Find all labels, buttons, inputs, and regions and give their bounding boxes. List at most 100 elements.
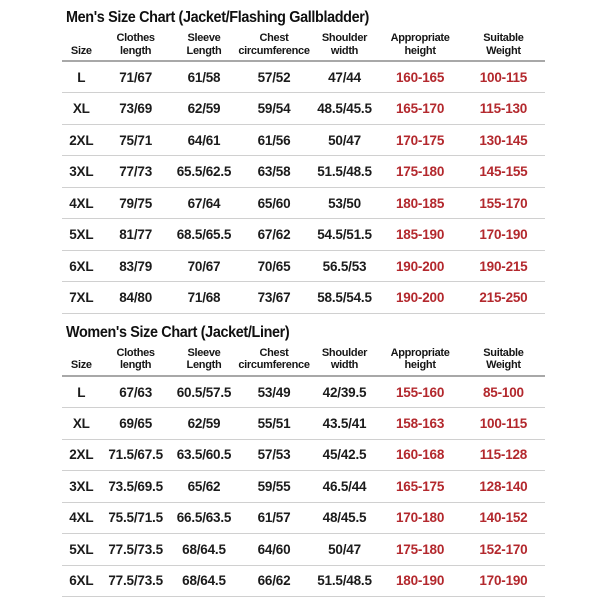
table-row: 3XL 73.5/69.5 65/62 59/55 46.5/44 165-175 128-… bbox=[62, 471, 545, 503]
table-row: XL 69/65 62/59 55/51 43.5/41 158-163 100-115 bbox=[62, 408, 545, 440]
value-cell: 63.5/60.5 bbox=[176, 447, 232, 463]
value-cell: 115-128 bbox=[479, 447, 528, 463]
value-cell: 165-175 bbox=[396, 478, 445, 494]
mens-chart-title: Men's Size Chart (Jacket/Flashing Gallbl… bbox=[66, 9, 369, 26]
size-label: 5XL bbox=[69, 541, 94, 557]
value-cell: 140-152 bbox=[479, 510, 528, 526]
value-cell: 190-200 bbox=[396, 258, 445, 274]
column-header: Clothes length bbox=[116, 32, 156, 57]
womens-chart-title: Women's Size Chart (Jacket/Liner) bbox=[66, 323, 290, 341]
value-cell: 68/64.5 bbox=[182, 541, 226, 557]
value-cell: 67/62 bbox=[257, 227, 291, 243]
value-cell: 70/65 bbox=[257, 258, 291, 274]
value-cell: 175-180 bbox=[396, 164, 445, 180]
column-header: Shoulder width bbox=[321, 32, 368, 57]
table-row: 7XL 84/80 71/68 73/67 58.5/54.5 190-200 215-25… bbox=[62, 282, 545, 314]
header-row: Size Clothes length Sleeve Length Chest cir… bbox=[62, 346, 545, 377]
value-cell: 85-100 bbox=[483, 384, 524, 400]
value-cell: 64/60 bbox=[257, 541, 291, 557]
value-cell: 66.5/63.5 bbox=[176, 510, 232, 526]
value-cell: 57/53 bbox=[257, 447, 291, 463]
value-cell: 71.5/67.5 bbox=[108, 447, 163, 463]
value-cell: 47/44 bbox=[328, 69, 361, 85]
value-cell: 84/80 bbox=[119, 290, 153, 306]
value-cell: 48.5/45.5 bbox=[317, 101, 372, 117]
value-cell: 70/67 bbox=[187, 258, 221, 274]
value-cell: 145-155 bbox=[479, 164, 528, 180]
value-cell: 57/52 bbox=[257, 69, 291, 85]
value-cell: 170-175 bbox=[396, 132, 445, 148]
size-label: 6XL bbox=[69, 258, 94, 274]
value-cell: 75.5/71.5 bbox=[108, 510, 163, 526]
value-cell: 61/58 bbox=[187, 69, 221, 85]
value-cell: 48/45.5 bbox=[322, 510, 367, 526]
value-cell: 180-190 bbox=[396, 573, 445, 589]
value-cell: 65/62 bbox=[187, 478, 221, 494]
value-cell: 68.5/65.5 bbox=[176, 227, 232, 243]
column-header: Sleeve Length bbox=[186, 346, 222, 372]
value-cell: 77/73 bbox=[119, 164, 153, 180]
mens-size-chart-section: Men's Size Chart (Jacket/Flashing Gallbl… bbox=[62, 9, 545, 314]
size-label: 4XL bbox=[69, 510, 94, 526]
value-cell: 170-180 bbox=[396, 510, 445, 526]
value-cell: 180-185 bbox=[396, 195, 445, 211]
table-row: XL 73/69 62/59 59/54 48.5/45.5 165-170 115-130 bbox=[62, 93, 545, 125]
value-cell: 73/67 bbox=[257, 290, 291, 306]
value-cell: 59/55 bbox=[257, 478, 291, 494]
value-cell: 79/75 bbox=[119, 195, 153, 211]
value-cell: 51.5/48.5 bbox=[317, 164, 372, 180]
table-row: L 71/67 61/58 57/52 47/44 160-165 100-115 bbox=[62, 61, 545, 93]
value-cell: 115-130 bbox=[479, 101, 528, 117]
value-cell: 185-190 bbox=[396, 227, 445, 243]
column-header: Chest circumference bbox=[238, 346, 310, 372]
table-row: 2XL 71.5/67.5 63.5/60.5 57/53 45/42.5 160-168… bbox=[62, 439, 545, 471]
womens-size-chart-section: Women's Size Chart (Jacket/Liner) Size Cl… bbox=[62, 324, 545, 597]
value-cell: 61/56 bbox=[257, 132, 291, 148]
womens-size-table: Size Clothes length Sleeve Length Chest cir… bbox=[62, 347, 545, 597]
value-cell: 61/57 bbox=[257, 510, 291, 526]
value-cell: 100-115 bbox=[479, 69, 528, 85]
value-cell: 190-200 bbox=[396, 290, 445, 306]
size-label: 3XL bbox=[69, 164, 94, 180]
value-cell: 46.5/44 bbox=[322, 478, 367, 494]
value-cell: 73.5/69.5 bbox=[108, 478, 163, 494]
value-cell: 190-215 bbox=[479, 258, 528, 274]
value-cell: 55/51 bbox=[257, 415, 291, 431]
value-cell: 43.5/41 bbox=[322, 415, 367, 431]
column-header: Shoulder width bbox=[321, 346, 368, 372]
column-header: Sleeve Length bbox=[186, 32, 222, 57]
value-cell: 54.5/51.5 bbox=[317, 227, 372, 243]
value-cell: 158-163 bbox=[396, 415, 445, 431]
value-cell: 71/67 bbox=[119, 69, 153, 85]
column-header: Chest circumference bbox=[238, 32, 310, 57]
value-cell: 62/59 bbox=[187, 415, 221, 431]
table-row: 5XL 77.5/73.5 68/64.5 64/60 50/47 175-180 152-… bbox=[62, 534, 545, 566]
value-cell: 53/50 bbox=[328, 195, 361, 211]
value-cell: 51.5/48.5 bbox=[317, 573, 372, 589]
value-cell: 50/47 bbox=[328, 541, 361, 557]
value-cell: 152-170 bbox=[479, 541, 528, 557]
value-cell: 42/39.5 bbox=[322, 384, 367, 400]
table-row: 4XL 75.5/71.5 66.5/63.5 61/57 48/45.5 170-180… bbox=[62, 502, 545, 534]
value-cell: 60.5/57.5 bbox=[176, 384, 232, 400]
size-label: L bbox=[77, 384, 86, 400]
value-cell: 58.5/54.5 bbox=[317, 290, 372, 306]
header-row: Size Clothes length Sleeve Length Chest cir… bbox=[62, 32, 545, 62]
size-label: 7XL bbox=[69, 290, 94, 306]
value-cell: 71/68 bbox=[187, 290, 221, 306]
size-label: XL bbox=[72, 415, 90, 431]
column-header: Suitable Weight bbox=[483, 32, 524, 57]
value-cell: 100-115 bbox=[479, 415, 528, 431]
value-cell: 66/62 bbox=[257, 573, 291, 589]
value-cell: 45/42.5 bbox=[322, 447, 367, 463]
table-row: 2XL 75/71 64/61 61/56 50/47 170-175 130-145 bbox=[62, 124, 545, 156]
column-header: Suitable Weight bbox=[483, 346, 524, 372]
size-label: 3XL bbox=[69, 478, 94, 494]
value-cell: 83/79 bbox=[119, 258, 153, 274]
mens-size-table: Size Clothes length Sleeve Length Chest cir… bbox=[62, 32, 545, 314]
value-cell: 73/69 bbox=[119, 101, 153, 117]
table-row: 6XL 83/79 70/67 70/65 56.5/53 190-200 190-215 bbox=[62, 250, 545, 282]
value-cell: 69/65 bbox=[119, 415, 153, 431]
value-cell: 63/58 bbox=[257, 164, 291, 180]
